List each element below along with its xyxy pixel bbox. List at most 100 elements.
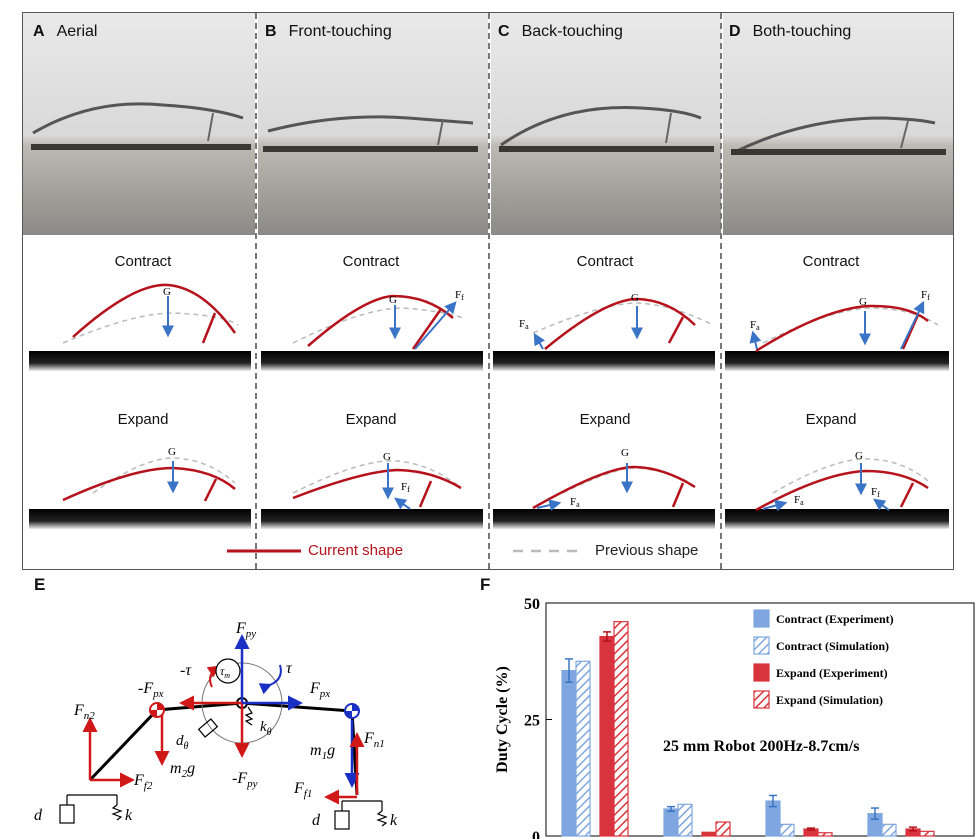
- duty-cycle-chart: 0 25 50 Duty Cycle (%) Contract (Experiment…: [494, 596, 975, 839]
- photo-front-touching: [258, 13, 488, 235]
- bar-0-2: [599, 635, 615, 837]
- shape-expand-b: [292, 460, 462, 510]
- label-fn2: Fn2: [73, 702, 95, 722]
- label-d-left: d: [34, 807, 43, 824]
- legend-label-3: Expand (Simulation): [776, 693, 883, 707]
- legend-current-label: Current shape: [308, 542, 404, 559]
- ff-label-contract-d: Ff: [921, 289, 930, 302]
- divider-ab: [255, 13, 257, 569]
- label-m2g: m2g: [170, 760, 195, 780]
- ground-expand-c: [493, 509, 715, 529]
- ground-contract-b: [261, 351, 483, 371]
- legend-label-2: Expand (Experiment): [776, 666, 888, 680]
- label-ff2: Ff2: [133, 772, 153, 792]
- legend-label-1: Contract (Simulation): [776, 639, 889, 653]
- label-k-right: k: [390, 812, 398, 829]
- fa-label-expand-d: Fa: [794, 494, 804, 507]
- figure-top-panels: A Aerial B Front-touching C Back-touching D…: [22, 12, 954, 570]
- label-d-theta: dθ: [176, 733, 189, 752]
- ground-expand-a: [29, 509, 251, 529]
- ground-contract-a: [29, 351, 251, 371]
- panel-label-c: C Back-touching: [498, 23, 623, 40]
- g-label-expand-b: G: [383, 451, 391, 463]
- ff-label-contract-b: Ff: [455, 289, 464, 302]
- ff-label-expand-b: Ff: [401, 481, 410, 494]
- contract-label-c: Contract: [576, 253, 634, 270]
- bar-1-1: [677, 803, 693, 837]
- legend-previous-label: Previous shape: [595, 542, 699, 559]
- bar-0-3: [613, 621, 629, 837]
- chart-annotation: 25 mm Robot 200Hz-8.7cm/s: [663, 738, 859, 755]
- legend-label-0: Contract (Experiment): [776, 612, 894, 626]
- free-body-diagram: Fpy -Fpy Fpx -Fpx -τ τ τm kθ dθ m2g m1g …: [34, 620, 398, 830]
- divider-bc: [488, 13, 490, 569]
- label-ff1: Ff1: [293, 780, 312, 800]
- g-label-expand-a: G: [168, 446, 176, 458]
- label-fpx: Fpx: [309, 680, 330, 700]
- shape-contract-b: [292, 294, 464, 350]
- bar-1-0: [663, 808, 679, 837]
- fa-label-expand-c: Fa: [570, 496, 580, 509]
- bar-1-2: [701, 831, 717, 837]
- shape-contract-d: [749, 300, 939, 353]
- shape-contract-c: [532, 297, 714, 350]
- photo-back-touching: [491, 13, 721, 235]
- label-k-theta: kθ: [260, 719, 272, 738]
- panel-label-d: D Both-touching: [729, 23, 852, 40]
- label-fpy: Fpy: [235, 620, 256, 640]
- label-d-right: d: [312, 812, 321, 829]
- ground-contract-c: [493, 351, 715, 371]
- shape-schematics: G G G G G G G G Ff Ff Ff Ff Fa Fa Fa Fa: [29, 283, 949, 553]
- g-label-contract-a: G: [163, 286, 171, 298]
- fa-label-contract-d: Fa: [750, 319, 760, 332]
- panel-label-a: A Aerial: [33, 23, 98, 40]
- chart-legend: Contract (Experiment) Contract (Simulatio…: [753, 609, 894, 709]
- contract-label-d: Contract: [802, 253, 860, 270]
- bar-0-1: [575, 660, 591, 837]
- g-label-contract-b: G: [389, 294, 397, 306]
- y-tick-label-1: 25: [524, 713, 540, 730]
- bar-3-1: [881, 823, 897, 837]
- legend-swatch-3: [753, 690, 770, 709]
- ground-expand-b: [261, 509, 483, 529]
- expand-label-c: Expand: [579, 411, 631, 428]
- g-label-contract-c: G: [631, 292, 639, 304]
- chart-bars: [561, 621, 935, 837]
- panel-label-b: B Front-touching: [265, 23, 392, 40]
- label-tau-m: τm: [220, 664, 230, 680]
- label-fn1: Fn1: [363, 730, 385, 750]
- bar-1-3: [715, 821, 731, 837]
- contract-label-a: Contract: [114, 253, 172, 270]
- legend-swatch-0: [753, 609, 770, 628]
- expand-label-a: Expand: [117, 411, 169, 428]
- contract-label-b: Contract: [342, 253, 400, 270]
- legend-swatch-2: [753, 663, 770, 682]
- ground-expand-d: [725, 509, 949, 529]
- bar-0-0: [561, 669, 577, 837]
- shape-expand-a: [62, 457, 236, 502]
- bar-3-3: [919, 830, 935, 837]
- panel-letter-f: F: [480, 575, 491, 594]
- label-neg-fpx: -Fpx: [138, 680, 164, 700]
- g-label-contract-d: G: [859, 296, 867, 308]
- fa-label-contract-c: Fa: [519, 318, 529, 331]
- y-axis-label: Duty Cycle (%): [494, 666, 511, 773]
- label-neg-tau: -τ: [180, 662, 192, 679]
- label-neg-fpy: -Fpy: [232, 770, 258, 790]
- g-label-expand-d: G: [855, 450, 863, 462]
- panel-letter-e: E: [34, 575, 46, 594]
- photo-both-touching: [723, 13, 953, 235]
- bar-2-3: [817, 832, 833, 837]
- bar-2-1: [779, 823, 795, 837]
- ff-label-expand-d: Ff: [871, 486, 880, 499]
- legend-swatch-1: [753, 636, 770, 655]
- panel-f: F 0 25 50 Duty Cycle (%) Contract (Experime…: [480, 575, 978, 839]
- expand-label-b: Expand: [345, 411, 397, 428]
- ground-contract-d: [725, 351, 949, 371]
- photo-aerial: [23, 13, 255, 235]
- label-tau: τ: [286, 660, 293, 677]
- chart-axes: 0 25 50 Duty Cycle (%): [494, 596, 975, 839]
- y-tick-label-2: 50: [524, 596, 540, 613]
- shape-expand-c: [532, 463, 696, 511]
- y-tick-label-0: 0: [532, 829, 540, 839]
